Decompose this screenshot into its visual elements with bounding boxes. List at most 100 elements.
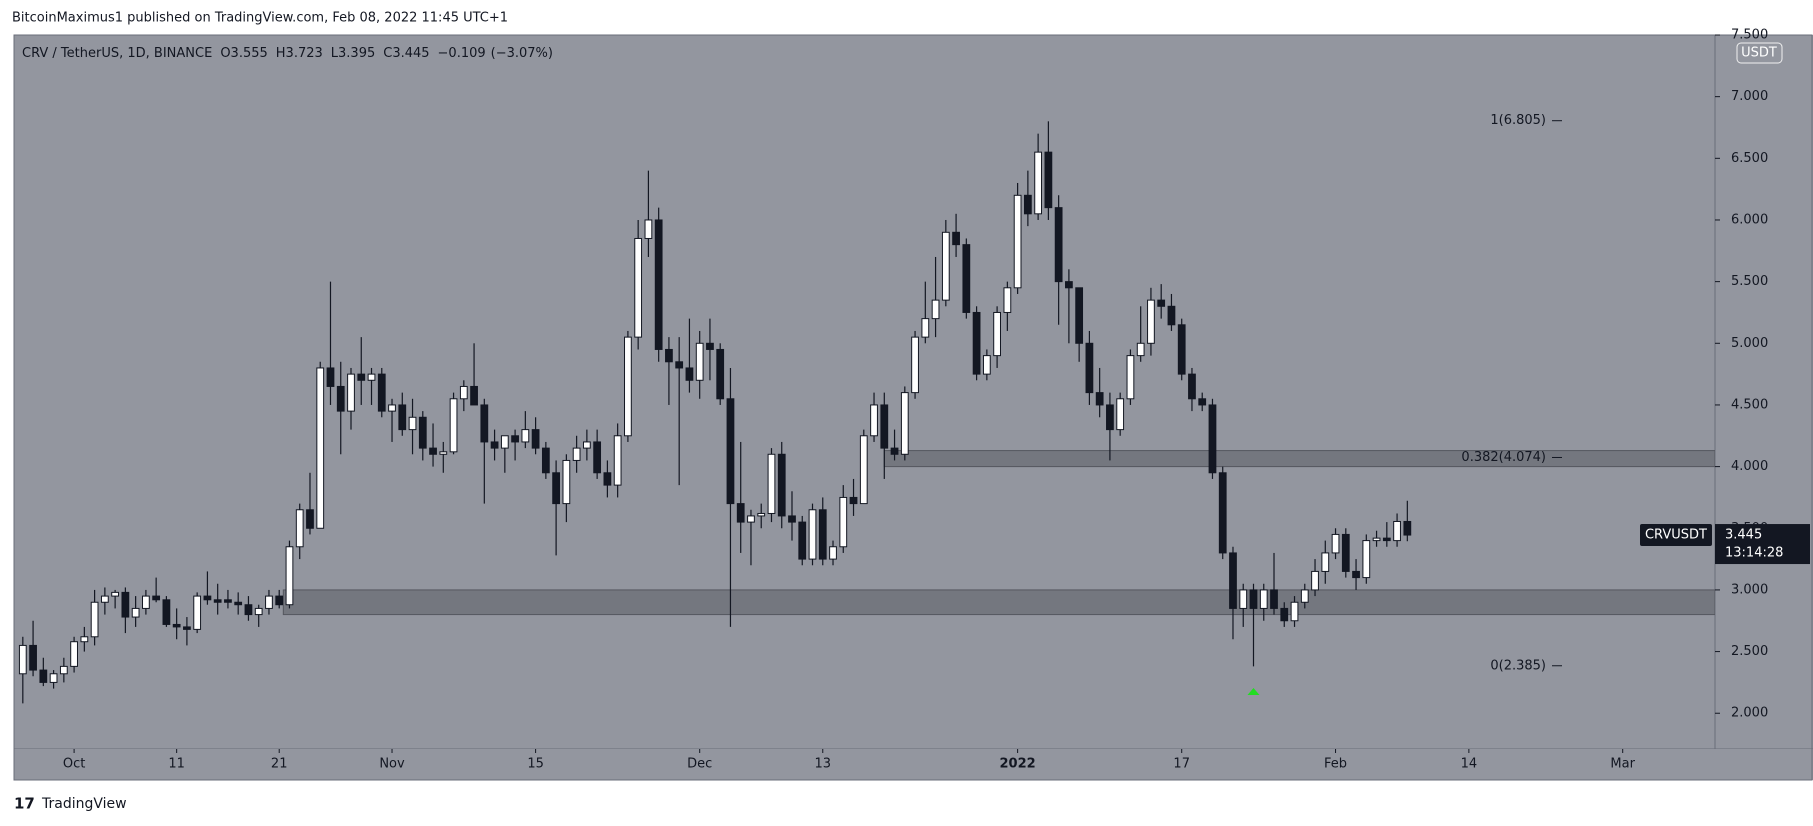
candle-body <box>1106 404 1114 431</box>
candle-body <box>1167 305 1176 326</box>
legend-change: −0.109 <box>438 46 486 61</box>
fib-label: 0.382(4.074) <box>1461 450 1546 465</box>
candle-body <box>582 441 591 449</box>
candle-body <box>18 644 27 675</box>
x-tick-label: Nov <box>379 757 405 772</box>
legend-key: C <box>383 46 392 61</box>
y-tick-label: 7.500 <box>1731 28 1768 43</box>
candle-body <box>1352 570 1360 579</box>
candle-body <box>552 472 560 505</box>
candle-body <box>316 367 325 529</box>
border <box>13 34 1813 781</box>
candle-body <box>172 623 181 628</box>
candle-body <box>29 644 37 671</box>
candle-body <box>1280 607 1289 622</box>
y-tick-label: 6.000 <box>1731 212 1768 227</box>
x-tick-label: 15 <box>527 757 544 772</box>
candle-body <box>1362 540 1371 579</box>
legend-symbol: CRV / TetherUS, 1D, BINANCE <box>22 46 212 61</box>
candle-body <box>818 509 827 560</box>
candle-body <box>470 385 478 406</box>
candle-body <box>1341 533 1350 572</box>
candle-body <box>1126 355 1135 400</box>
candle-body <box>347 373 355 412</box>
y-tick-label: 3.000 <box>1731 582 1768 597</box>
candle-body <box>1177 324 1186 375</box>
publisher-note: BitcoinMaximus1 published on TradingView… <box>12 11 508 26</box>
legend-change-pct: (−3.07%) <box>491 46 553 61</box>
candle-body <box>408 416 417 431</box>
candle-body <box>1382 537 1391 542</box>
candle-body <box>921 318 930 338</box>
legend-key: L <box>331 46 339 61</box>
price-tag-name: CRVUSDT <box>1645 528 1707 543</box>
candle-body <box>798 521 807 560</box>
candle-body <box>511 435 519 443</box>
candle-body <box>900 392 909 455</box>
candle-body <box>183 626 191 630</box>
y-tick-label: 2.500 <box>1731 644 1768 659</box>
candle-body <box>213 599 222 603</box>
candle-body <box>1290 601 1299 622</box>
candle-body <box>962 244 971 313</box>
candle-body <box>449 398 458 453</box>
candle-body <box>1331 533 1340 554</box>
candle-body <box>1218 472 1227 554</box>
candle-body <box>500 435 509 449</box>
candle-body <box>808 509 817 560</box>
candle-body <box>142 595 150 609</box>
y-tick-label: 6.500 <box>1731 151 1768 166</box>
candle-body <box>254 607 263 616</box>
x-tick-label: 21 <box>271 757 288 772</box>
candle-body <box>685 367 694 381</box>
x-tick-label: 2022 <box>1000 757 1036 772</box>
y-tick-label: 7.000 <box>1731 89 1768 104</box>
candle-body <box>193 595 202 630</box>
candle-body <box>767 453 776 514</box>
candle-body <box>80 636 89 643</box>
legend-value: 3.723 <box>286 46 323 61</box>
y-tick-label: 4.000 <box>1731 459 1768 474</box>
candle-body <box>572 447 581 461</box>
candle-body <box>777 453 786 517</box>
candle-body <box>1270 589 1278 609</box>
legend-value: 3.445 <box>392 46 429 61</box>
candle-body <box>675 361 684 369</box>
time-axis <box>14 749 1813 780</box>
brand-label: TradingView <box>41 796 127 812</box>
candle-body <box>1003 287 1012 313</box>
x-tick-label: 13 <box>814 757 831 772</box>
legend: CRV / TetherUS, 1D, BINANCE O3.555 H3.723 L… <box>22 46 553 61</box>
candle-body <box>1403 520 1412 536</box>
candle-body <box>1065 281 1073 289</box>
candle-body <box>757 512 766 517</box>
candle-body <box>1157 299 1166 307</box>
candle-body <box>531 429 540 449</box>
candle-body <box>480 404 489 443</box>
fib-label: 1(6.805) <box>1490 113 1546 128</box>
candle-body <box>829 546 837 560</box>
candle-body <box>326 367 335 387</box>
price-tag-bg <box>1715 524 1810 565</box>
candle-body <box>295 509 304 548</box>
candle-body <box>388 404 396 412</box>
candle-body <box>234 601 243 606</box>
candle-body <box>890 447 899 455</box>
y-tick-label: 5.000 <box>1731 336 1768 351</box>
candle-body <box>1198 398 1207 406</box>
candle-body <box>1095 392 1104 406</box>
candle-body <box>1075 287 1084 344</box>
candle-body <box>1300 589 1309 603</box>
candle-body <box>398 404 407 431</box>
candle-body <box>1116 398 1125 431</box>
candle-body <box>1034 151 1043 215</box>
y-tick-label: 4.500 <box>1731 397 1768 412</box>
price-tag-countdown: 13:14:28 <box>1725 546 1783 561</box>
candle-body <box>357 373 366 381</box>
y-tick-label: 5.500 <box>1731 274 1768 289</box>
legend-value: 3.555 <box>231 46 268 61</box>
candle-body <box>59 665 68 675</box>
candle-body <box>439 451 448 455</box>
candle-body <box>203 595 212 601</box>
candle-body <box>1023 194 1032 215</box>
